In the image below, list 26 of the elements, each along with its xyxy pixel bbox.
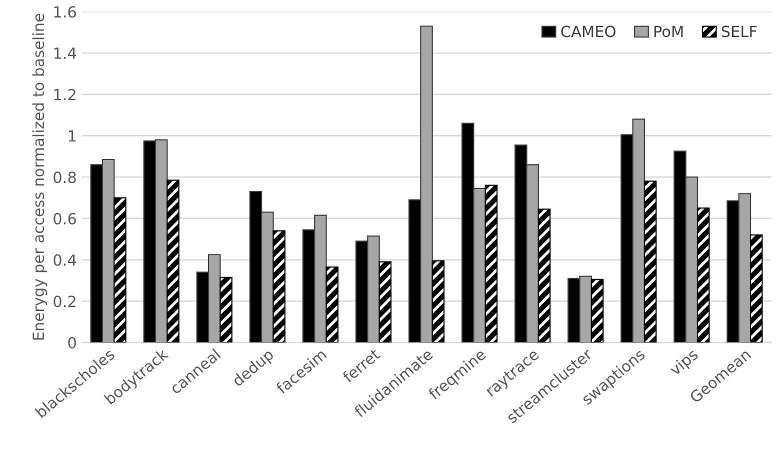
bar bbox=[696, 208, 710, 343]
y-tick-label: 1.2 bbox=[54, 88, 76, 100]
y-tick-label: 1.6 bbox=[54, 6, 76, 18]
legend-label: PoM bbox=[654, 26, 683, 38]
legend-label: SELF bbox=[722, 26, 757, 38]
y-axis-title: Enerygy per access normalized to baseline bbox=[32, 14, 48, 340]
bar bbox=[220, 276, 232, 343]
bar bbox=[378, 261, 392, 343]
bar bbox=[166, 180, 180, 343]
bar bbox=[538, 208, 551, 343]
bar bbox=[750, 234, 763, 343]
bar bbox=[114, 197, 126, 343]
bar bbox=[432, 260, 445, 343]
bar bbox=[326, 266, 338, 343]
y-tick-label: 0.4 bbox=[54, 254, 76, 266]
legend-label: CAMEO bbox=[561, 26, 616, 38]
y-tick-label: 0 bbox=[68, 336, 76, 349]
bar bbox=[484, 184, 498, 343]
y-tick-label: 0.2 bbox=[54, 296, 76, 308]
bar bbox=[272, 230, 286, 343]
y-tick-label: 0.6 bbox=[54, 212, 76, 224]
y-tick-label: 1.4 bbox=[54, 48, 76, 59]
bar bbox=[644, 180, 657, 343]
y-tick-label: 0.8 bbox=[54, 172, 76, 184]
bar bbox=[590, 278, 604, 343]
y-tick-label: 1 bbox=[68, 130, 76, 142]
